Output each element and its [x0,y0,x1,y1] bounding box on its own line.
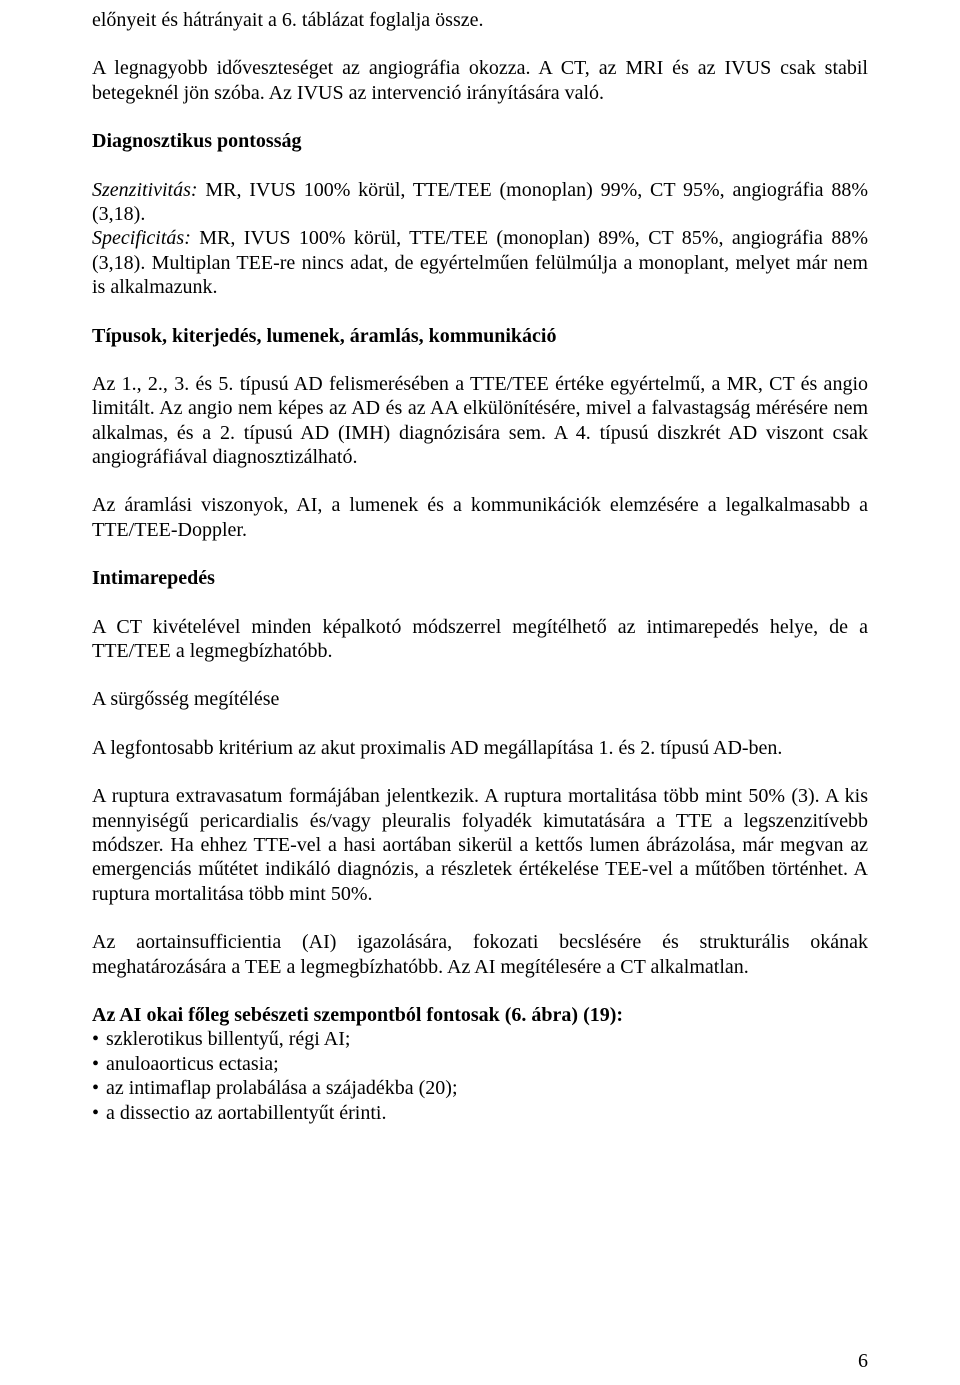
paragraph: A legfontosabb kritérium az akut proxima… [92,736,868,760]
list-item: • szklerotikus billentyű, régi AI; [92,1027,868,1051]
text: Az áramlási viszonyok, AI, a lumenek és … [92,494,868,540]
paragraph: A legnagyobb időveszteséget az angiográf… [92,56,868,105]
bullet-list: • szklerotikus billentyű, régi AI; • anu… [92,1027,868,1125]
list-item-text: anuloaorticus ectasia; [106,1052,868,1076]
text: előnyeit és hátrányait a 6. táblázat fog… [92,9,484,31]
list-item-text: szklerotikus billentyű, régi AI; [106,1027,868,1051]
bullet-icon: • [92,1027,106,1051]
text: A ruptura extravasatum formájában jelent… [92,785,868,905]
text: Az aortainsufficientia (AI) igazolására,… [92,931,868,977]
bullet-icon: • [92,1076,106,1100]
heading-text: Diagnosztikus pontosság [92,130,302,152]
text: MR, IVUS 100% körül, TTE/TEE (monoplan) … [92,179,868,225]
heading-text: Típusok, kiterjedés, lumenek, áramlás, k… [92,325,556,347]
bullet-icon: • [92,1101,106,1125]
text: A legnagyobb időveszteséget az angiográf… [92,57,868,103]
paragraph: A ruptura extravasatum formájában jelent… [92,784,868,906]
paragraph: Az áramlási viszonyok, AI, a lumenek és … [92,493,868,542]
label-specificity: Specificitás: [92,227,191,249]
heading-ai-causes: Az AI okai főleg sebészeti szempontból f… [92,1003,868,1027]
section-ai-causes: Az AI okai főleg sebészeti szempontból f… [92,1003,868,1125]
list-item: • az intimaflap prolabálása a szájadékba… [92,1076,868,1100]
page-number-text: 6 [858,1350,868,1372]
paragraph: előnyeit és hátrányait a 6. táblázat fog… [92,8,868,32]
paragraph: Az aortainsufficientia (AI) igazolására,… [92,930,868,979]
paragraph: A CT kivételével minden képalkotó módsze… [92,615,868,664]
heading-types: Típusok, kiterjedés, lumenek, áramlás, k… [92,324,868,348]
list-item-text: az intimaflap prolabálása a szájadékba (… [106,1076,868,1100]
text: A sürgősség megítélése [92,688,279,710]
list-item-text: a dissectio az aortabillentyűt érinti. [106,1101,868,1125]
heading-intima: Intimarepedés [92,566,868,590]
text: A legfontosabb kritérium az akut proxima… [92,737,782,759]
list-item: • anuloaorticus ectasia; [92,1052,868,1076]
page-number: 6 [858,1349,868,1373]
bullet-icon: • [92,1052,106,1076]
paragraph: Az 1., 2., 3. és 5. típusú AD felismerés… [92,372,868,470]
label-sensitivity: Szenzitivitás: [92,179,198,201]
paragraph-sensitivity: Szenzitivitás: MR, IVUS 100% körül, TTE/… [92,178,868,300]
heading-text: Az AI okai főleg sebészeti szempontból f… [92,1004,623,1026]
text: A CT kivételével minden képalkotó módsze… [92,616,868,662]
text: MR, IVUS 100% körül, TTE/TEE (monoplan) … [92,227,868,298]
heading-text: Intimarepedés [92,567,215,589]
paragraph-urgency: A sürgősség megítélése [92,687,868,711]
text: Az 1., 2., 3. és 5. típusú AD felismerés… [92,373,868,468]
heading-diagnostic: Diagnosztikus pontosság [92,129,868,153]
list-item: • a dissectio az aortabillentyűt érinti. [92,1101,868,1125]
